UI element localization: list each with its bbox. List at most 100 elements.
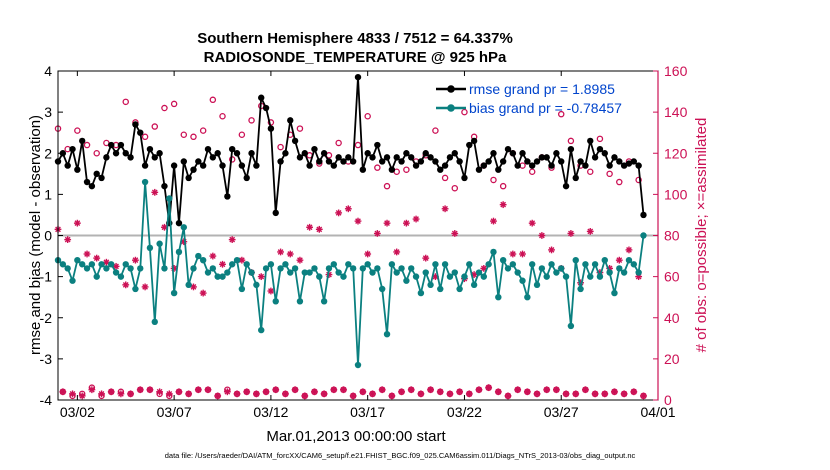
rmse-series-point [253,162,260,169]
x-tick-label: 03/22 [447,404,482,420]
y-left-tick-label: -3 [40,351,53,367]
bias-series-point [238,285,246,293]
rmse-series-point [301,150,308,157]
bias-series-point [528,261,536,268]
x-tick-label: 03/07 [157,404,192,420]
bias-series-point [437,285,444,293]
rmse-series-point [470,137,478,145]
obs-assimilated-point [456,388,464,396]
obs-assimilated-point [301,392,309,400]
bias-series-point [156,240,163,247]
obs-assimilated-point [582,386,589,394]
obs-assimilated-point [219,260,226,268]
bias-series-point [446,273,454,280]
rmse-series-point [403,150,410,157]
bias-series-point [577,285,584,293]
rmse-series-point [204,145,212,153]
rmse-series-point [190,166,197,173]
bias-series-point [562,273,570,280]
obs-possible-point [199,127,207,134]
bias-series-point [606,269,613,276]
y-left-tick-label: -1 [40,269,53,285]
bias-series-point [330,261,338,268]
bias-series-point [253,281,260,289]
bias-series-point [233,256,241,264]
obs-possible-point [296,125,304,132]
rmse-series-point [553,150,560,157]
rmse-series-point [499,158,507,165]
obs-possible-point [635,176,642,184]
obs-assimilated-point [107,388,115,396]
bias-series-point [219,273,226,280]
obs-assimilated-point [640,392,647,400]
bias-series-point [616,265,623,272]
obs-possible-point [587,168,594,176]
obs-assimilated-point [185,390,193,398]
rmse-series-point [78,137,86,145]
obs-possible-point [528,168,536,176]
obs-assimilated-point [519,250,526,258]
bias-series-point [170,289,178,297]
obs-possible-point [567,137,575,145]
y-left-tick-label: 1 [44,186,52,202]
obs-assimilated-point [272,386,280,394]
bias-series-point [587,273,594,280]
obs-assimilated-point [228,236,236,244]
rmse-series-point [538,154,546,161]
rmse-series-point [582,162,589,169]
bias-series-point [582,261,589,268]
rmse-series-point [311,145,318,153]
obs-assimilated-point [311,388,318,396]
legend-rmse-label: rmse grand pr = 1.8985 [469,81,615,97]
bias-series-point [272,298,279,305]
y-right-tick-label: 140 [664,104,688,120]
rmse-series-point [466,141,473,149]
bias-series-point [320,298,328,305]
obs-assimilated-point [102,258,110,266]
bias-series-point [340,273,347,280]
rmse-series-point [359,166,367,173]
obs-assimilated-point [340,386,347,394]
y-left-tick-label: -4 [40,392,53,408]
rmse-series-point [427,154,434,161]
bias-series-point [611,289,618,297]
obs-possible-point [383,182,391,190]
obs-assimilated-point [359,388,367,396]
bias-series-point [383,331,391,338]
bias-series-point [567,322,575,330]
obs-assimilated-point [543,386,551,394]
bias-series-point [630,261,638,268]
rmse-series-point [291,137,299,145]
bias-series-point [185,281,192,289]
bias-series-point [291,265,299,272]
obs-assimilated-point [407,386,415,394]
obs-assimilated-point [209,252,217,260]
obs-assimilated-point [441,205,449,213]
bias-series-point [485,261,492,268]
bias-series-point [258,326,265,334]
bias-series-point [441,261,449,268]
data-file-footer: data file: /Users/raeder/DAI/ATM_forcXX/… [165,451,636,460]
obs-assimilated-point [562,390,570,398]
rmse-series-point [277,158,284,165]
rmse-series-point [485,158,492,165]
rmse-series-point [528,162,536,169]
bias-series-point [59,261,67,268]
obs-assimilated-point [427,386,434,394]
bias-series-point [277,265,284,272]
rmse-series-point [219,162,226,169]
obs-possible-point [209,96,217,104]
obs-assimilated-point [349,392,357,400]
y-right-tick-label: 40 [664,310,680,326]
rmse-series-point [282,150,289,157]
y-left-tick-label: -2 [40,310,53,326]
rmse-series-point [209,154,217,161]
bias-series-point [180,224,188,231]
obs-assimilated-point [286,250,294,258]
rmse-series-point [364,150,371,157]
obs-assimilated-point [378,386,386,394]
bias-series-point [78,261,86,268]
obs-assimilated-point [615,256,623,264]
bias-series-point [369,269,376,276]
rmse-series-point [103,154,110,161]
